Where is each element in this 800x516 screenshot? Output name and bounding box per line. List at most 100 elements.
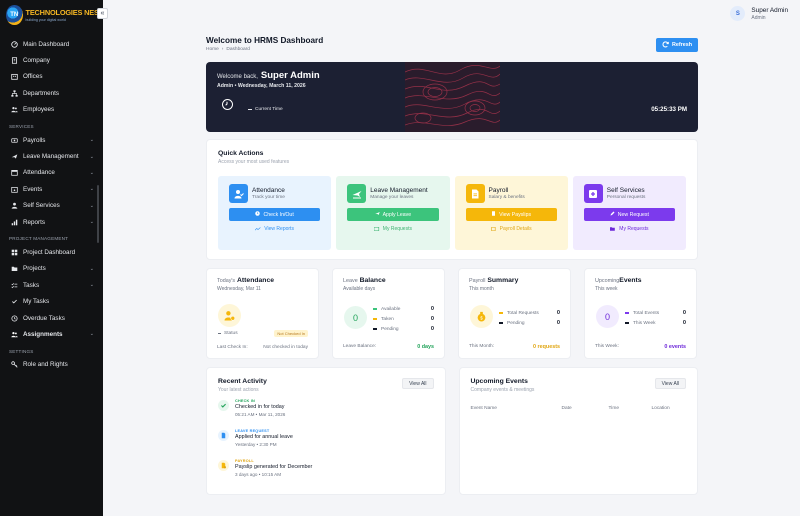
sidebar-item-company[interactable]: Company [0,52,103,68]
sidebar-item-leave-management[interactable]: Leave Management ⌄ [0,148,103,164]
view-all-activity-button[interactable]: View All [402,378,434,389]
sidebar-item-label: Assignments [23,330,63,338]
sidebar-item-label: Role and Rights [23,361,68,369]
view-all-events-button[interactable]: View All [654,378,686,389]
section-label-project-management: PROJECT MANAGEMENT [9,236,69,242]
sidebar-item-self-services[interactable]: Self Services ⌄ [0,198,103,214]
quick-action-desc: Manage your leaves [370,195,414,200]
link-label: My Requests [382,226,412,232]
my-tasks-icon [10,298,18,306]
events-stats-list: Total Events 0 This Week 0 [625,308,686,328]
stat-row-pending: Pending 0 [499,318,560,328]
sidebar-scrollbar[interactable] [97,185,99,243]
sidebar-item-projects[interactable]: Projects ⌄ [0,261,103,277]
brand[interactable]: TN TECHNOLOGIES NEST building your digit… [0,0,103,30]
self-services-my-requests-link[interactable]: My Requests [584,226,675,232]
sidebar-item-label: Leave Management [23,153,79,161]
sidebar-item-events[interactable]: Events ⌄ [0,181,103,197]
dash-icon [373,318,377,320]
button-label: Check In/Out [263,211,294,218]
dash-icon [625,312,629,314]
sidebar-item-departments[interactable]: Departments [0,85,103,101]
stat-value: 0 [682,320,686,326]
sidebar-item-employees[interactable]: Employees [0,102,103,118]
sidebar-item-project-dashboard[interactable]: Project Dashboard [0,244,103,260]
sidebar-item-role-and-rights[interactable]: Role and Rights [0,357,103,373]
new-request-button[interactable]: New Request [583,208,675,221]
page-title: Welcome to HRMS Dashboard [206,36,324,45]
sidebar-item-main-dashboard[interactable]: Main Dashboard [0,36,103,52]
check-in-out-button[interactable]: Check In/Out [229,208,321,221]
activity-list: CHECK IN Checked in for today 05:21 AM •… [218,399,434,483]
apply-leave-button[interactable]: Apply Leave [347,208,439,221]
sidebar-nav: Main Dashboard Company Offices Departmen… [0,30,103,373]
sidebar-item-label: Events [23,185,43,193]
card-subtitle: Available days [343,286,376,292]
sidebar-item-overdue-tasks[interactable]: Overdue Tasks [0,310,103,326]
view-reports-link[interactable]: View Reports [229,226,320,232]
edit-icon [610,211,615,218]
payroll-details-link[interactable]: Payroll Details [466,226,557,232]
card-title-prefix: Upcoming [595,278,620,284]
card-title-prefix: Today's [217,278,236,284]
sidebar-item-assignments[interactable]: Assignments ⌄ [0,326,103,342]
upcoming-events-title: Upcoming Events [470,378,528,385]
activity-item[interactable]: CHECK IN Checked in for today 05:21 AM •… [218,399,434,423]
section-label-settings: SETTINGS [9,348,34,354]
status-badge: Not Checked In [274,330,308,337]
sidebar-item-label: Projects [23,265,46,273]
sidebar-item-label: Project Dashboard [23,248,76,256]
project-dashboard-icon [10,248,18,256]
user-name: Super Admin [751,6,788,14]
dash-icon [373,328,377,330]
sidebar-item-payrolls[interactable]: Payrolls ⌄ [0,132,103,148]
quick-action-payroll: Payroll Salary & benefits View Payslips … [454,176,568,250]
refresh-button[interactable]: Refresh [656,38,698,52]
todays-attendance-card: Today's Attendance Wednesday, Mar 11 Sta… [206,268,319,359]
stat-label: Available [381,306,401,312]
sidebar-item-my-tasks[interactable]: My Tasks [0,293,103,309]
chevron-down-icon: ⌄ [89,153,94,160]
sidebar-item-tasks[interactable]: Tasks ⌄ [0,277,103,293]
stat-label: This Week [633,320,656,326]
chevron-down-icon: ⌄ [89,282,94,289]
leave-balance-circle: 0 [344,306,367,329]
sidebar-item-offices[interactable]: Offices [0,69,103,85]
sidebar-item-reports[interactable]: Reports ⌄ [0,214,103,230]
contour-pattern [405,62,500,132]
view-payslips-button[interactable]: View Payslips [465,208,557,221]
footer-label: Leave Balance: [343,344,377,349]
status-label: Status [224,331,238,336]
user-menu[interactable]: S Super Admin Admin [730,6,788,21]
calendar-icon [10,169,18,177]
link-label: Payroll Details [499,226,532,232]
stat-label: Pending [507,320,525,326]
card-title-prefix: Leave [343,278,358,284]
sidebar-item-label: Employees [23,106,55,114]
payroll-stats-list: Total Requests 0 Pending 0 [499,308,560,328]
activity-time: Yesterday • 2:30 PM [235,442,277,447]
reports-icon [10,218,18,226]
dash-icon [625,322,629,324]
activity-title: Applied for annual leave [235,434,293,440]
breadcrumb-separator: › [221,47,224,52]
brand-name: TECHNOLOGIES NEST [25,8,104,17]
stat-value: 0 [430,306,434,312]
activity-item[interactable]: PAYROLL Payslip generated for December 3… [218,459,434,483]
folder-icon [10,265,18,273]
button-label: Apply Leave [382,211,412,218]
chevron-down-icon: ⌄ [89,169,94,176]
footer-value: 0 requests [533,344,560,350]
chevron-down-icon: ⌄ [89,331,94,338]
collapse-sidebar-button[interactable]: « [97,8,108,19]
breadcrumb-home[interactable]: Home [206,47,219,52]
sidebar-item-attendance[interactable]: Attendance ⌄ [0,165,103,181]
tasks-icon [10,281,18,289]
quick-action-desc: Personal requests [606,195,646,200]
my-requests-link[interactable]: My Requests [347,226,438,232]
activity-item[interactable]: LEAVE REQUEST Applied for annual leave Y… [218,429,434,453]
link-label: View Reports [264,226,294,232]
stat-row-taken: Taken 0 [373,314,434,324]
office-icon [10,73,18,81]
card-title: Summary [487,277,519,284]
